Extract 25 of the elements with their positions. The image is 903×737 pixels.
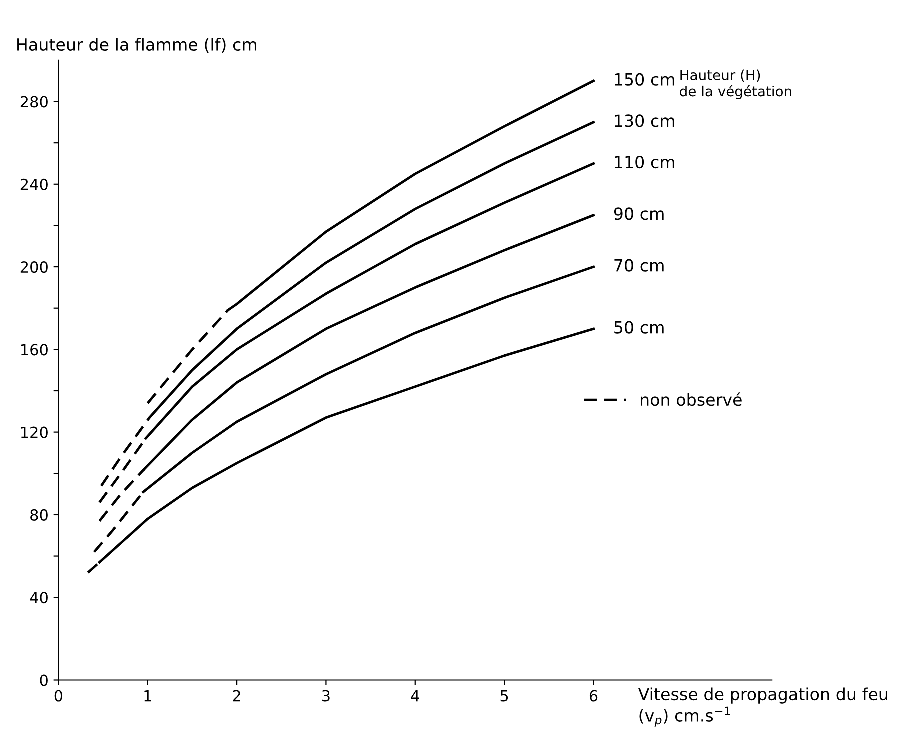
legend-label: non observé [641,392,742,406]
y-tick-label: 280 [20,96,48,108]
series-label: 50 cm [614,321,664,334]
x-tick-label: 0 [54,690,63,702]
annotation: Hauteur (H) de la végétation [680,70,792,100]
x-tick-label: 3 [322,690,330,702]
x-axis-title: Vitesse de propagation du feu (v$_{p}$) cm.s$^{−1}$ [638,688,888,727]
y-tick-label: 80 [30,509,48,521]
x-tick-label: 5 [500,690,508,702]
x-tick-label: 4 [411,690,420,702]
series-label: 70 cm [614,259,664,272]
y-tick-label: 0 [40,674,48,686]
y-axis-title: Hauteur de la flamme (lf) cm [18,38,256,53]
series-label: 150 cm [615,73,674,86]
series-label: 130 cm [615,114,674,128]
series-label: 110 cm [615,156,674,169]
y-tick-label: 40 [30,592,48,604]
y-tick-label: 120 [21,426,48,438]
x-tick-label: 1 [144,690,152,702]
x-tick-label: 6 [590,690,598,702]
y-tick-label: 200 [20,262,48,274]
y-tick-label: 240 [20,178,48,190]
x-tick-label: 2 [233,690,240,702]
series-label: 90 cm [614,208,664,220]
y-tick-label: 160 [21,344,48,356]
